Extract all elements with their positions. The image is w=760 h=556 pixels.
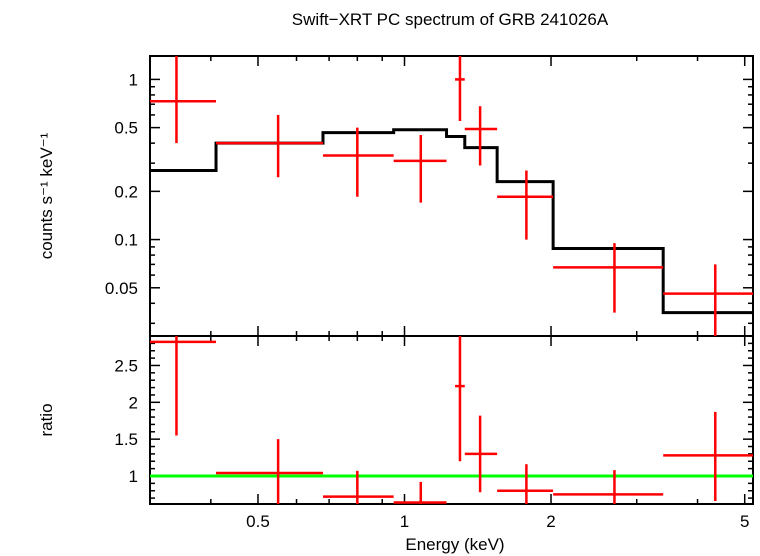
x-tick-label: 5 [740,512,749,531]
x-tick-label: 2 [546,512,555,531]
ratio-axes: 0.5 1 2 5 1 1.5 2 2.5 [114,336,753,531]
spectrum-data-series [150,56,753,336]
y-tick-label: 0.2 [114,182,138,201]
ratio-plot-frame [149,335,754,505]
ratio-data-series [150,336,753,504]
y-tick-label: 1.5 [114,430,138,449]
ratio-y-axis-label: ratio [37,403,56,436]
model-step-series [150,128,753,315]
y-tick-label: 2.5 [114,356,138,375]
x-tick-label: 1 [400,512,409,531]
y-tick-label: 2 [129,393,138,412]
y-tick-label: 0.5 [114,119,138,138]
y-tick-label: 1 [129,70,138,89]
y-tick-label: 1 [129,467,138,486]
spectrum-y-axis-label: counts s⁻¹ keV⁻¹ [37,132,56,259]
x-axis-label: Energy (keV) [405,535,504,554]
x-tick-label: 0.5 [246,512,270,531]
spectrum-axes: 0.05 0.1 0.2 0.5 1 [105,56,753,336]
y-tick-label: 0.05 [105,279,138,298]
model-step-line [150,128,753,315]
y-tick-label: 0.1 [114,231,138,250]
chart-title: Swift−XRT PC spectrum of GRB 241026A [292,10,609,29]
